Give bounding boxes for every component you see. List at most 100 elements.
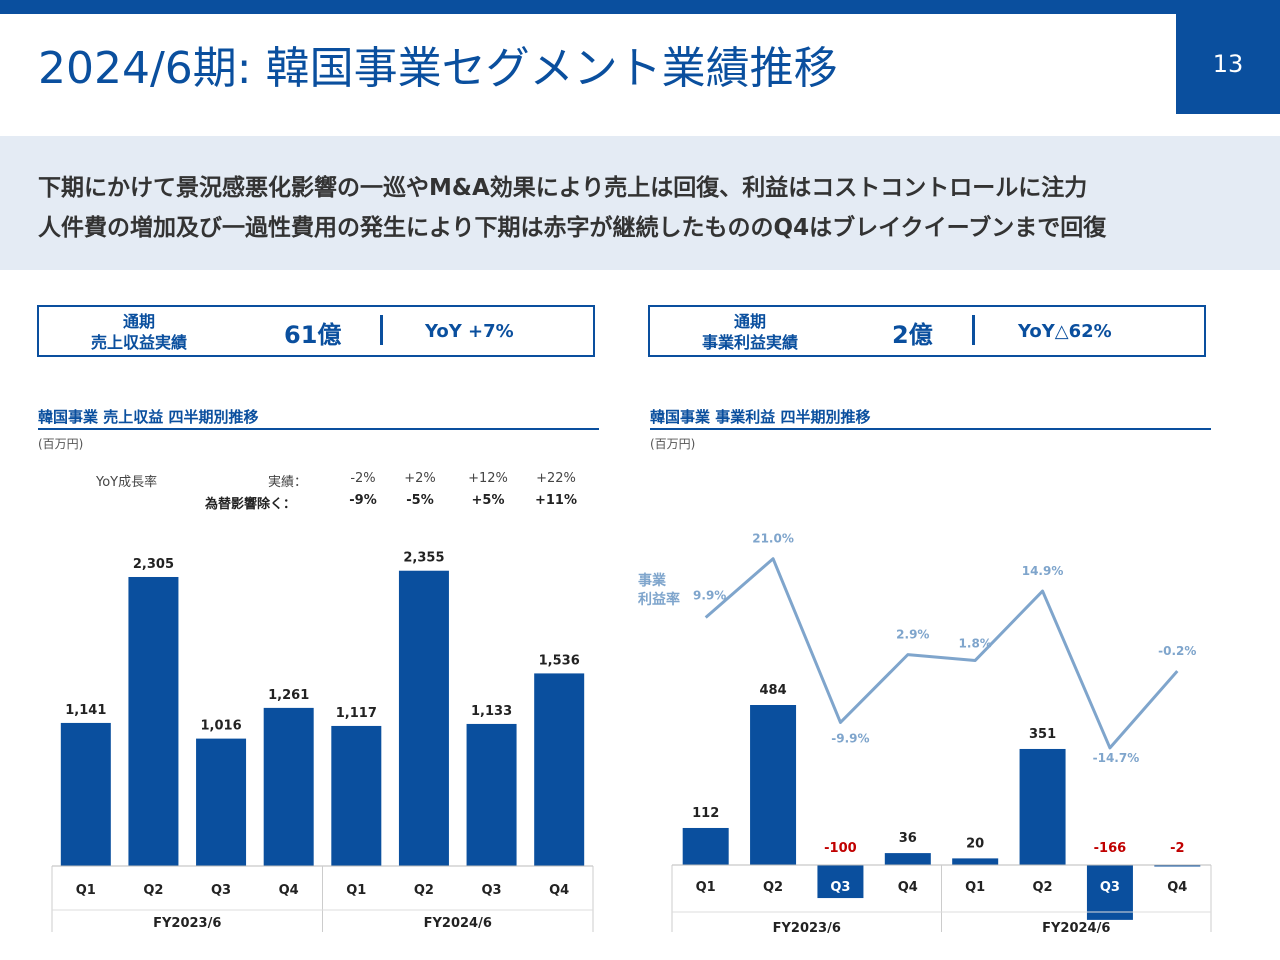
revenue-value-label: 1,536 — [539, 653, 580, 668]
revenue-group-label: FY2023/6 — [153, 916, 221, 931]
kpi-profit-yoy: YoY△62% — [1018, 321, 1112, 342]
growth-actual-value: +22% — [536, 471, 576, 486]
margin-point-label: 9.9% — [693, 589, 726, 603]
summary-line-2: 人件費の増加及び一過性費用の発生により下期は赤字が継続したもののQ4はブレイクイ… — [38, 215, 1107, 241]
summary-box: 下期にかけて景況感悪化影響の一巡やM&A効果により売上は回復、利益はコストコント… — [0, 136, 1280, 270]
growth-fx-value: +5% — [471, 493, 505, 508]
profit-bar — [952, 858, 999, 865]
profit-bar — [884, 853, 931, 865]
kpi-revenue-label-1: 通期 — [122, 312, 155, 331]
margin-series-label-2: 利益率 — [638, 591, 680, 608]
revenue-bar — [263, 707, 314, 866]
margin-series-label-1: 事業 — [638, 572, 667, 589]
revenue-bar — [398, 570, 449, 866]
growth-actual-value: +2% — [404, 471, 436, 486]
profit-bar — [750, 705, 797, 865]
revenue-value-label: 2,305 — [133, 557, 174, 572]
kpi-revenue-label-2: 売上収益実績 — [90, 333, 187, 352]
profit-bar — [1154, 865, 1201, 867]
profit-category-label: Q4 — [1167, 880, 1187, 895]
margin-point-label: -14.7% — [1093, 751, 1140, 765]
profit-value-label: 20 — [966, 836, 984, 851]
profit-category-label: Q3 — [1100, 880, 1120, 895]
revenue-group-label: FY2024/6 — [424, 916, 492, 931]
kpi-profit-label: 通期 事業利益実績 — [675, 311, 825, 353]
profit-category-label: Q2 — [763, 880, 783, 895]
revenue-bar — [466, 723, 517, 866]
revenue-category-label: Q4 — [279, 883, 299, 898]
revenue-category-label: Q1 — [346, 883, 366, 898]
margin-point-label: 21.0% — [752, 532, 794, 546]
growth-fx-value: -9% — [349, 493, 377, 508]
kpi-profit-label-1: 通期 — [733, 312, 766, 331]
revenue-bar — [534, 673, 585, 866]
revenue-value-label: 2,355 — [403, 551, 444, 566]
kpi-profit-box: 通期 事業利益実績 2億 YoY△62% — [648, 305, 1206, 357]
revenue-value-label: 1,117 — [336, 706, 377, 721]
kpi-profit-value: 2億 — [892, 321, 933, 349]
margin-point-label: -9.9% — [831, 731, 869, 745]
revenue-category-label: Q3 — [211, 883, 231, 898]
kpi-revenue-value: 61億 — [284, 321, 342, 349]
profit-group-label: FY2023/6 — [773, 921, 841, 936]
margin-point-label: 2.9% — [896, 628, 929, 642]
profit-bar — [817, 865, 864, 899]
profit-chart-title: 韓国事業 事業利益 四半期別推移 — [650, 408, 871, 426]
profit-bar — [682, 827, 729, 865]
revenue-value-label: 1,261 — [268, 688, 309, 703]
revenue-value-label: 1,133 — [471, 704, 512, 719]
profit-bar — [1086, 865, 1133, 920]
revenue-category-label: Q2 — [414, 883, 434, 898]
revenue-bar — [196, 738, 247, 866]
profit-category-label: Q1 — [696, 880, 716, 895]
profit-category-label: Q1 — [965, 880, 985, 895]
margin-line — [704, 557, 1179, 750]
profit-value-label: -166 — [1094, 841, 1127, 856]
revenue-bar — [128, 576, 179, 866]
growth-actual-value: -2% — [350, 471, 376, 486]
revenue-category-label: Q1 — [76, 883, 96, 898]
kpi-revenue-box: 通期 売上収益実績 61億 YoY +7% — [37, 305, 595, 357]
revenue-value-label: 1,016 — [201, 719, 242, 734]
revenue-category-label: Q3 — [482, 883, 502, 898]
profit-value-label: 351 — [1029, 727, 1056, 742]
page-title: 2024/6期: 韓国事業セグメント業績推移 — [38, 43, 838, 94]
profit-value-label: 112 — [692, 806, 719, 821]
profit-value-label: -2 — [1170, 841, 1184, 856]
kpi-revenue-label: 通期 売上収益実績 — [64, 311, 214, 353]
growth-actual-label: 実績： — [268, 475, 308, 490]
growth-fx-value: -5% — [406, 493, 434, 508]
profit-value-label: 36 — [899, 831, 917, 846]
profit-category-label: Q4 — [898, 880, 918, 895]
revenue-bar — [331, 725, 382, 866]
margin-point-label: 14.9% — [1022, 564, 1064, 578]
growth-fx-label: 為替影響除く： — [205, 497, 297, 512]
profit-chart-unit: (百万円) — [650, 437, 696, 451]
kpi-revenue-yoy: YoY +7% — [425, 321, 514, 342]
growth-title: YoY成長率 — [96, 475, 158, 490]
profit-group-label: FY2024/6 — [1042, 921, 1110, 936]
revenue-bar — [60, 722, 111, 866]
kpi-profit-label-2: 事業利益実績 — [701, 333, 798, 352]
profit-value-label: -100 — [824, 841, 857, 856]
growth-fx-value: +11% — [534, 493, 577, 508]
revenue-value-label: 1,141 — [65, 703, 106, 718]
revenue-chart-title: 韓国事業 売上収益 四半期別推移 — [38, 408, 259, 426]
margin-point-label: -0.2% — [1158, 644, 1196, 658]
profit-category-label: Q2 — [1033, 880, 1053, 895]
top-accent-bar — [0, 0, 1280, 14]
growth-actual-value: +12% — [468, 471, 508, 486]
summary-line-1: 下期にかけて景況感悪化影響の一巡やM&A効果により売上は回復、利益はコストコント… — [38, 175, 1088, 201]
revenue-category-label: Q4 — [549, 883, 569, 898]
revenue-chart-rule — [38, 428, 599, 430]
profit-category-label: Q3 — [830, 880, 850, 895]
profit-bar — [1019, 748, 1066, 865]
page-number: 13 — [1176, 14, 1280, 114]
revenue-category-label: Q2 — [143, 883, 163, 898]
margin-point-label: 1.8% — [959, 636, 992, 650]
kpi-profit-separator — [972, 315, 975, 345]
kpi-revenue-separator — [380, 315, 383, 345]
profit-value-label: 484 — [759, 683, 786, 698]
profit-chart-rule — [650, 428, 1211, 430]
